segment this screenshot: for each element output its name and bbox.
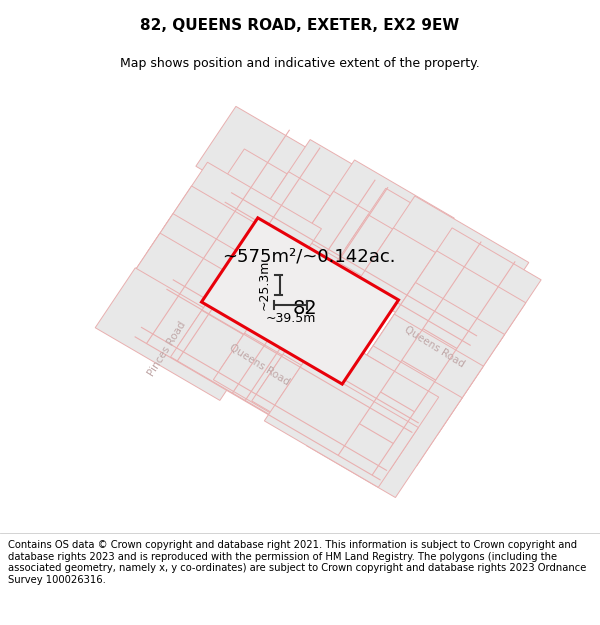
Polygon shape [266,139,417,268]
Polygon shape [257,320,385,439]
Polygon shape [265,361,418,488]
Text: Map shows position and indicative extent of the property.: Map shows position and indicative extent… [120,57,480,70]
Text: ~25.3m: ~25.3m [257,260,270,311]
Polygon shape [202,218,398,384]
Polygon shape [170,311,308,419]
Text: Queens Road: Queens Road [227,342,291,388]
Text: 82, QUEENS ROAD, EXETER, EX2 9EW: 82, QUEENS ROAD, EXETER, EX2 9EW [140,18,460,32]
Polygon shape [307,346,462,498]
Polygon shape [196,106,371,245]
Polygon shape [370,251,526,402]
Text: ~39.5m: ~39.5m [266,312,316,324]
Polygon shape [128,214,287,347]
Polygon shape [302,191,433,296]
Text: Queens Road: Queens Road [403,324,467,369]
Polygon shape [214,333,344,438]
Polygon shape [95,268,260,401]
Polygon shape [346,188,464,294]
Polygon shape [328,314,484,466]
Polygon shape [349,282,505,434]
Polygon shape [337,215,446,307]
Text: ~575m²/~0.142ac.: ~575m²/~0.142ac. [222,248,395,266]
Polygon shape [147,186,305,319]
Polygon shape [257,172,395,281]
Polygon shape [366,196,529,336]
Text: Contains OS data © Crown copyright and database right 2021. This information is : Contains OS data © Crown copyright and d… [8,540,586,585]
Text: 82: 82 [292,299,317,318]
Polygon shape [353,228,508,354]
Polygon shape [104,233,274,382]
Polygon shape [178,273,334,409]
Polygon shape [219,298,368,429]
Polygon shape [310,160,454,284]
Text: Pinces Road: Pinces Road [147,320,188,378]
Polygon shape [276,331,439,470]
Polygon shape [407,228,541,346]
Polygon shape [252,354,361,447]
Polygon shape [163,162,322,295]
Polygon shape [209,149,369,275]
